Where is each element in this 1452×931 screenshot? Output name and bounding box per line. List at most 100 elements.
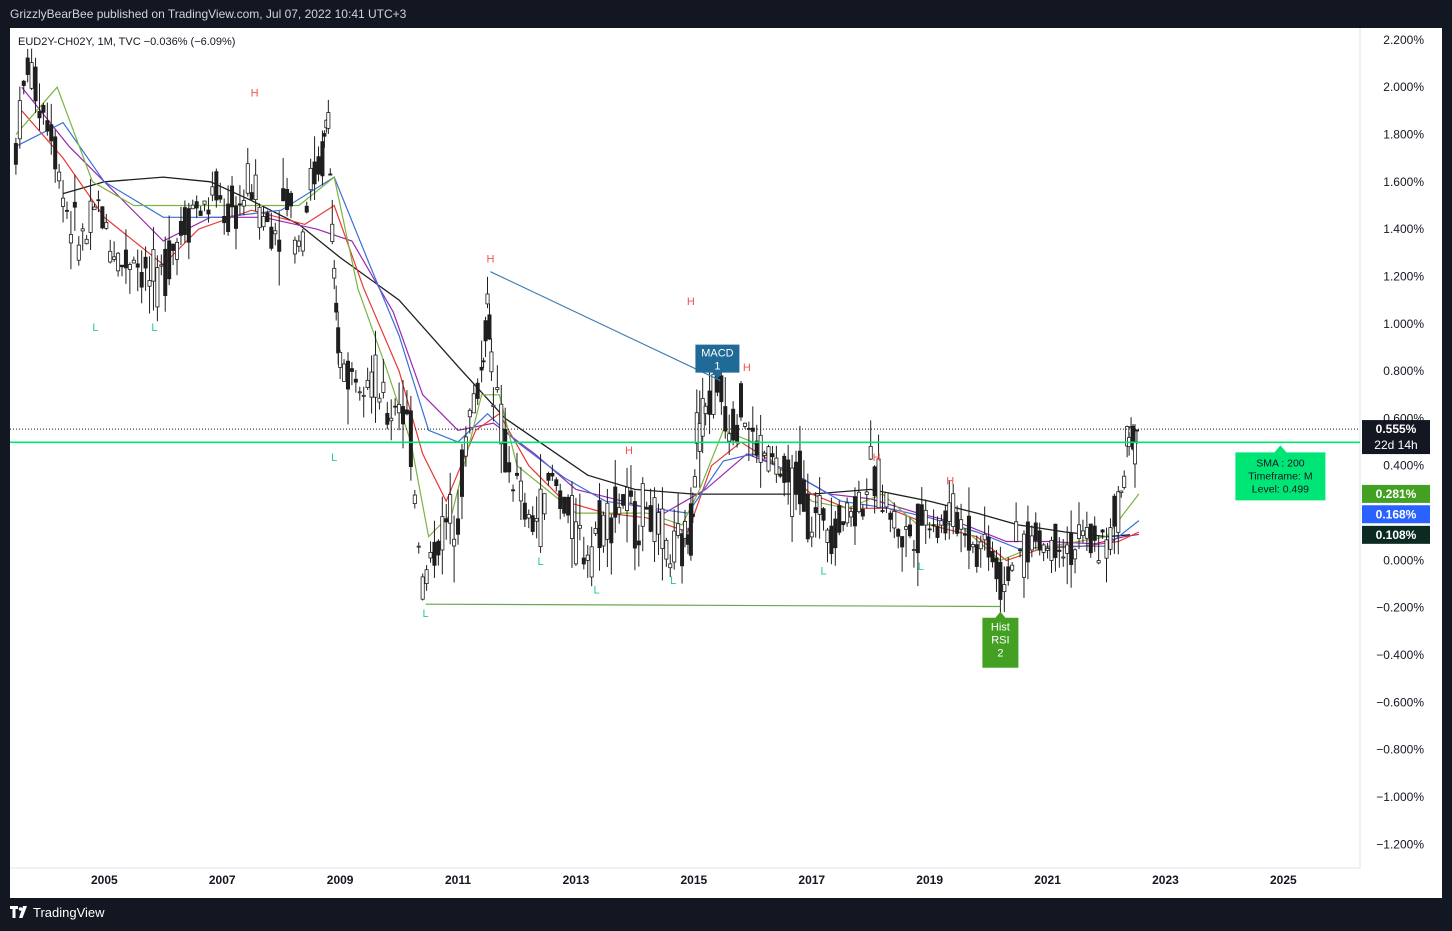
candle-body	[632, 501, 637, 549]
candle-body	[719, 375, 724, 403]
x-tick-label: 2007	[209, 873, 236, 887]
sma-price-tag	[1362, 525, 1430, 544]
candle-body	[872, 466, 877, 497]
candle-body	[428, 552, 433, 559]
candle-body	[92, 206, 97, 211]
candle-body	[322, 133, 327, 137]
candle-body	[554, 479, 559, 487]
candle-body	[1088, 523, 1093, 554]
candle-body	[489, 351, 494, 373]
candle-body	[424, 569, 429, 585]
candle-body	[845, 502, 850, 524]
candle-body	[175, 241, 180, 260]
candle-body	[1096, 560, 1101, 564]
candle-body	[935, 525, 940, 538]
candle-body	[420, 576, 425, 600]
candle-body	[1018, 549, 1023, 552]
candle-body	[163, 248, 168, 296]
tradingview-logo-icon[interactable]	[10, 906, 28, 920]
high-marker: H	[743, 362, 751, 374]
candle-body	[703, 405, 708, 414]
candle-body	[253, 174, 258, 200]
candle-body	[900, 536, 905, 548]
candle-body	[813, 507, 818, 514]
candle-body	[1073, 549, 1078, 560]
candle-body	[700, 398, 705, 437]
candle-body	[908, 524, 913, 537]
candle-body	[593, 528, 598, 534]
candle-body	[507, 462, 512, 473]
candle-body	[849, 511, 854, 518]
candle-body	[281, 188, 286, 202]
candle-body	[80, 228, 85, 232]
candle-body	[690, 513, 695, 517]
candle-body	[444, 518, 449, 523]
candle-body	[389, 417, 394, 422]
candle-body	[357, 391, 362, 394]
y-tick-label: 2.200%	[1383, 33, 1424, 47]
candle-body	[338, 352, 343, 368]
x-tick-label: 2013	[563, 873, 590, 887]
macd-badge	[695, 344, 740, 379]
candle-body	[884, 492, 889, 508]
candle-body	[778, 473, 783, 477]
ema-blue-price-tag	[1362, 505, 1430, 524]
candle-body	[330, 223, 335, 242]
candle-body	[487, 314, 492, 340]
countdown-label: 22d 14h	[1374, 438, 1417, 452]
candle-body	[491, 404, 496, 407]
candle-body	[970, 544, 975, 548]
chart-frame[interactable]: 2.200% 2.000% 1.800% 1.600% 1.400% 1.200% 1.00…	[10, 28, 1442, 898]
candle-body	[762, 452, 767, 456]
candle-body	[316, 156, 321, 175]
y-tick-label: 1.800%	[1383, 127, 1424, 141]
candle-body	[707, 390, 712, 415]
sma-200-line	[62, 176, 1131, 538]
candle-body	[943, 510, 948, 534]
candle-body	[990, 550, 995, 563]
candle-body	[892, 510, 897, 529]
candle-body	[483, 320, 488, 342]
candle-body	[546, 473, 551, 481]
candle-body	[817, 495, 822, 515]
candle-body	[463, 436, 468, 457]
candle-body	[809, 531, 814, 538]
candle-body	[1014, 521, 1019, 542]
price-chart[interactable]: 2.200% 2.000% 1.800% 1.600% 1.400% 1.200% 1.00…	[10, 28, 1442, 898]
candle-body	[786, 459, 791, 483]
candle-body	[676, 523, 681, 536]
candle-body	[530, 515, 535, 532]
sma-info-box	[1235, 445, 1326, 501]
candle-body	[104, 222, 109, 229]
candle-body	[13, 143, 18, 165]
candle-body	[628, 490, 633, 497]
candle-body	[49, 124, 54, 142]
symbol-line: EUD2Y-CH02Y, 1M, TVC −0.036% (−6.09%)	[18, 36, 235, 48]
low-marker: L	[918, 561, 924, 573]
candle-body	[688, 503, 693, 556]
candle-body	[456, 518, 461, 535]
candle-body	[61, 197, 66, 207]
candle-body	[1041, 544, 1046, 553]
low-marker: L	[594, 585, 600, 597]
candle-body	[452, 538, 457, 547]
candle-body	[206, 209, 211, 215]
candle-body	[518, 480, 523, 502]
candle-body	[982, 533, 987, 541]
low-marker: L	[670, 575, 676, 587]
candle-body	[37, 111, 42, 119]
candle-body	[514, 472, 519, 476]
tradingview-brand[interactable]: TradingView	[33, 905, 105, 920]
candle-body	[155, 267, 160, 308]
candle-body	[542, 493, 547, 515]
candle-body	[1069, 532, 1074, 565]
candle-body	[570, 495, 575, 539]
y-tick-label: 2.000%	[1383, 80, 1424, 94]
candle-body	[257, 206, 262, 229]
candle-body	[45, 120, 50, 132]
candle-body	[495, 387, 500, 391]
rsi-badge-label: Hist	[991, 622, 1010, 634]
candle-body	[1080, 530, 1085, 537]
candle-body	[609, 517, 614, 544]
candle-body	[955, 512, 960, 534]
